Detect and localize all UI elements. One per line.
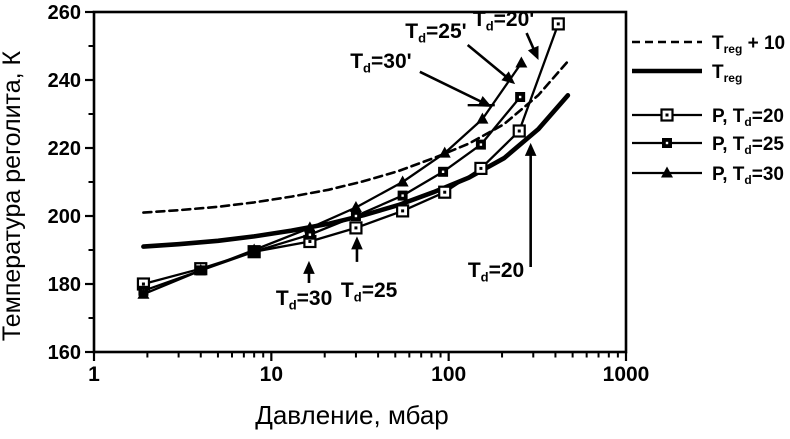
legend-label-1: Treg: [712, 62, 742, 85]
annotation-arrow-2: [524, 142, 537, 267]
annotation-arrow-4-head: [501, 71, 516, 85]
y-tick-label: 180: [48, 274, 81, 296]
series-line-3: [142, 95, 522, 292]
y-tick-label: 200: [48, 206, 81, 228]
y-tick-label: 160: [48, 342, 81, 364]
y-axis-title: Температура реголита, К: [0, 50, 26, 341]
annotation-label-1: Td=25: [341, 279, 398, 305]
annotation-label-0: Td=30: [276, 287, 332, 313]
legend-item-4: P, Td=30: [632, 164, 784, 187]
data-point: [476, 112, 489, 124]
y-tick-label: 260: [48, 2, 81, 24]
x-tick-label: 10: [260, 363, 283, 386]
legend-label-0: Treg + 10: [712, 33, 785, 56]
annotation-arrow-1: [351, 236, 363, 262]
annotation-arrow-1-head: [351, 236, 363, 250]
data-point-dot: [401, 194, 404, 197]
series-markers-4: [137, 56, 528, 299]
data-point-dot: [308, 233, 312, 236]
data-point: [396, 175, 409, 187]
series-line-0: [142, 60, 570, 214]
legend-item-1: Treg: [632, 62, 742, 85]
annotation-label-2: Td=20: [468, 259, 524, 285]
data-point-dot: [354, 226, 358, 230]
data-point: [515, 56, 528, 68]
legend-item-0: Treg + 10: [632, 33, 785, 56]
annotation-arrow-3: [419, 70, 492, 107]
x-tick-label: 100: [431, 363, 466, 386]
legend-label-4: P, Td=30: [712, 164, 784, 187]
annotation-label-5: Td=20': [473, 8, 534, 34]
series-lines: [136, 17, 571, 299]
axes: 1 10 100 1000 160 180 200 220 240 260: [48, 2, 650, 386]
data-point: [194, 263, 207, 275]
y-tick-label: 220: [48, 138, 81, 160]
data-point-dot: [479, 143, 483, 146]
y-tick-label: 240: [48, 70, 81, 92]
legend-swatch-marker: [661, 166, 673, 178]
legend-swatch-marker-dot: [665, 141, 669, 145]
x-axis-title: Давление, мбар: [255, 400, 449, 430]
data-point: [248, 243, 261, 255]
legend-label-3: P, Td=25: [712, 134, 784, 157]
data-point-dot: [354, 214, 358, 218]
annotation-arrow-4-shaft: [466, 43, 511, 81]
annotations: Td=30 Td=25 Td=20 Td=30' Td=25' Td=20': [276, 8, 539, 313]
data-point-dot: [441, 170, 445, 173]
data-point: [349, 201, 362, 212]
data-point: [438, 146, 451, 158]
annotation-arrow-0: [303, 260, 315, 283]
data-point-dot: [556, 22, 560, 26]
legend-item-2: P, Td=20: [632, 106, 784, 129]
data-point-dot: [518, 95, 522, 99]
data-point: [137, 287, 150, 299]
data-point-dot: [401, 209, 405, 213]
x-tick-label: 1: [88, 363, 100, 386]
annotation-arrow-4: [466, 43, 516, 85]
annotation-arrow-5-head: [527, 45, 539, 60]
annotation-arrow-3-shaft: [419, 70, 487, 106]
annotation-label-4: Td=25': [405, 20, 466, 46]
annotation-arrow-0-head: [303, 260, 315, 274]
annotation-arrow-5: [525, 32, 539, 60]
data-point-dot: [443, 190, 447, 194]
legend-item-3: P, Td=25: [632, 134, 784, 157]
legend-swatch-marker-dot: [665, 113, 669, 117]
annotation-arrow-2-head: [524, 142, 537, 156]
data-point-dot: [141, 282, 145, 286]
data-point-dot: [479, 166, 483, 170]
data-point-dot: [517, 129, 521, 133]
data-point-dot: [308, 240, 312, 243]
annotation-label-3: Td=30': [350, 50, 411, 76]
legend: Treg + 10 Treg P, Td=20 P, Td=25 P, Td=30: [632, 33, 785, 187]
data-point: [303, 221, 316, 233]
legend-label-2: P, Td=20: [712, 106, 784, 129]
x-tick-label: 1000: [603, 363, 650, 386]
series-line-1: [141, 93, 571, 249]
